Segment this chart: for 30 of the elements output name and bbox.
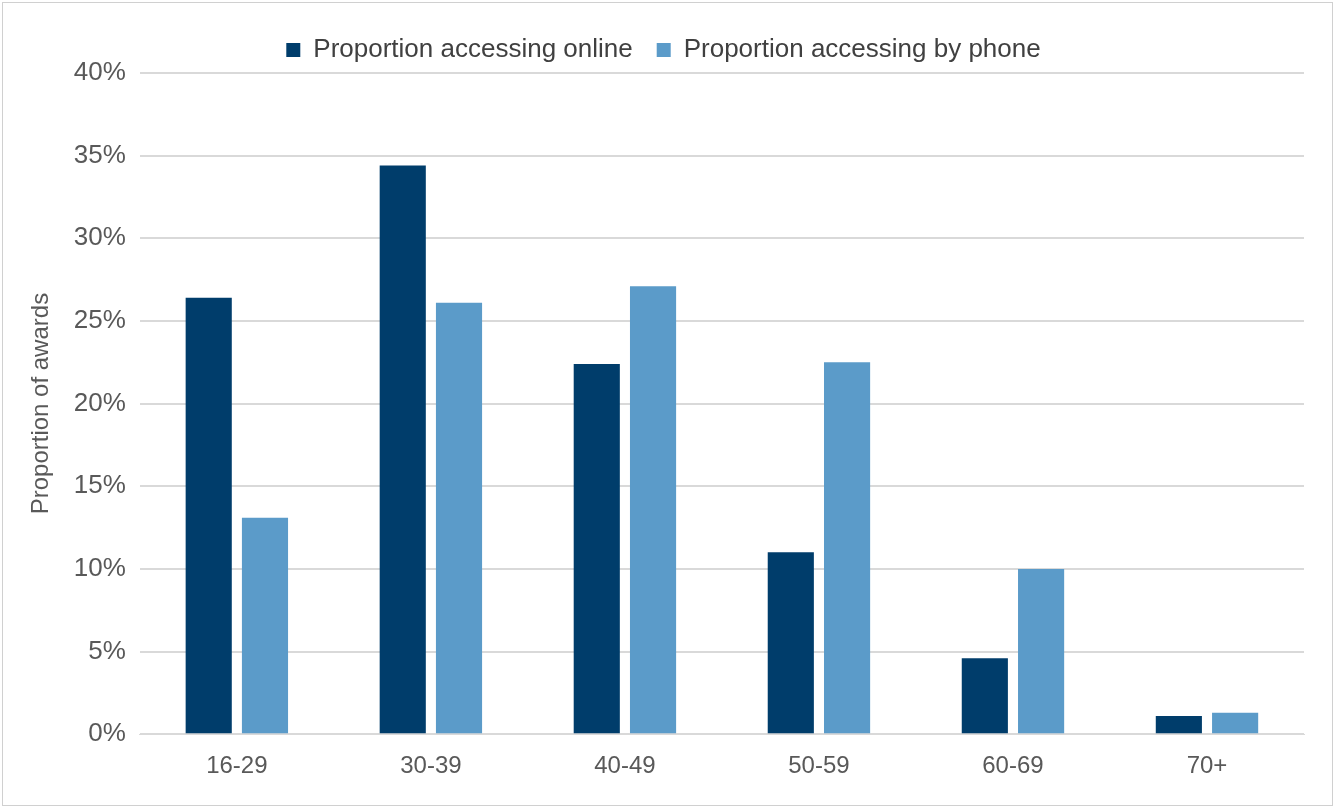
x-tick-label: 16-29 (206, 751, 268, 779)
x-tick-label: 30-39 (400, 751, 462, 779)
bar (435, 302, 483, 734)
bar (629, 286, 677, 734)
y-tick-label: 40% (73, 56, 126, 87)
bar (241, 517, 289, 734)
bar (1212, 712, 1259, 734)
y-tick-label: 30% (73, 221, 126, 252)
y-tick-label: 0% (88, 717, 126, 748)
x-tick-label: 60-69 (982, 751, 1044, 779)
bar (824, 362, 871, 734)
y-tick-label: 20% (73, 386, 126, 417)
bar (185, 297, 232, 734)
bar (1018, 568, 1065, 734)
x-tick-label: 70+ (1186, 751, 1228, 779)
y-tick-label: 35% (73, 138, 126, 169)
x-tick-label: 50-59 (788, 751, 850, 779)
y-tick-label: 10% (73, 552, 126, 583)
y-tick-label: 25% (73, 304, 126, 335)
bar (1155, 716, 1202, 734)
legend-label: Proportion accessing by phone (683, 33, 1041, 64)
x-tick-label: 40-49 (594, 751, 656, 779)
y-axis-title: Proportion of awards (26, 292, 54, 515)
legend-label: Proportion accessing online (313, 33, 633, 64)
bar (379, 165, 426, 734)
y-tick-label: 15% (73, 469, 126, 500)
y-tick-label: 5% (88, 634, 126, 665)
bar (573, 363, 620, 734)
bar (961, 658, 1008, 734)
bar (767, 552, 814, 734)
